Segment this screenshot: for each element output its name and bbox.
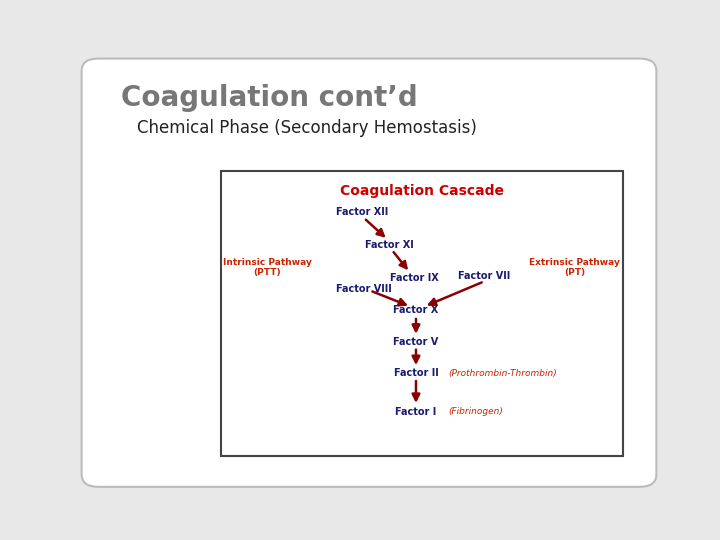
Text: Chemical Phase (Secondary Hemostasis): Chemical Phase (Secondary Hemostasis) <box>138 119 477 137</box>
FancyBboxPatch shape <box>221 171 623 456</box>
Text: Coagulation cont’d: Coagulation cont’d <box>121 84 418 112</box>
FancyBboxPatch shape <box>81 58 657 487</box>
